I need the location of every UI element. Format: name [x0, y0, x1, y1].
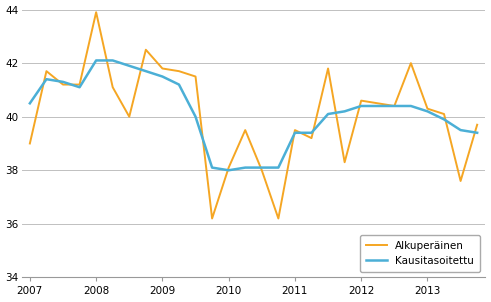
Alkuperäinen	[259, 169, 265, 172]
Alkuperäinen	[209, 217, 215, 220]
Alkuperäinen	[474, 123, 480, 127]
Kausitasoitettu	[408, 104, 414, 108]
Kausitasoitettu	[110, 59, 116, 62]
Kausitasoitettu	[375, 104, 381, 108]
Alkuperäinen	[441, 112, 447, 116]
Kausitasoitettu	[342, 110, 348, 113]
Alkuperäinen	[391, 104, 397, 108]
Alkuperäinen	[342, 160, 348, 164]
Kausitasoitettu	[160, 75, 165, 78]
Kausitasoitettu	[325, 112, 331, 116]
Legend: Alkuperäinen, Kausitasoitettu: Alkuperäinen, Kausitasoitettu	[360, 234, 480, 272]
Kausitasoitettu	[60, 80, 66, 84]
Kausitasoitettu	[441, 117, 447, 121]
Alkuperäinen	[44, 69, 50, 73]
Kausitasoitettu	[176, 83, 182, 86]
Kausitasoitettu	[27, 101, 33, 105]
Alkuperäinen	[110, 85, 116, 89]
Kausitasoitettu	[308, 131, 314, 135]
Alkuperäinen	[126, 115, 132, 118]
Kausitasoitettu	[93, 59, 99, 62]
Kausitasoitettu	[358, 104, 364, 108]
Kausitasoitettu	[292, 131, 298, 135]
Line: Kausitasoitettu: Kausitasoitettu	[30, 60, 477, 170]
Alkuperäinen	[458, 179, 464, 183]
Kausitasoitettu	[259, 166, 265, 169]
Kausitasoitettu	[242, 166, 248, 169]
Kausitasoitettu	[226, 169, 232, 172]
Kausitasoitettu	[143, 69, 149, 73]
Kausitasoitettu	[44, 77, 50, 81]
Kausitasoitettu	[209, 166, 215, 169]
Kausitasoitettu	[425, 110, 431, 113]
Alkuperäinen	[408, 61, 414, 65]
Alkuperäinen	[143, 48, 149, 52]
Line: Alkuperäinen: Alkuperäinen	[30, 12, 477, 218]
Kausitasoitettu	[275, 166, 281, 169]
Kausitasoitettu	[77, 85, 82, 89]
Kausitasoitettu	[458, 128, 464, 132]
Kausitasoitettu	[474, 131, 480, 135]
Alkuperäinen	[60, 83, 66, 86]
Alkuperäinen	[77, 83, 82, 86]
Alkuperäinen	[325, 67, 331, 70]
Alkuperäinen	[425, 107, 431, 111]
Alkuperäinen	[226, 166, 232, 169]
Alkuperäinen	[242, 128, 248, 132]
Alkuperäinen	[308, 136, 314, 140]
Alkuperäinen	[375, 101, 381, 105]
Kausitasoitettu	[126, 64, 132, 68]
Kausitasoitettu	[192, 115, 198, 118]
Alkuperäinen	[192, 75, 198, 78]
Alkuperäinen	[93, 11, 99, 14]
Alkuperäinen	[358, 99, 364, 102]
Alkuperäinen	[275, 217, 281, 220]
Alkuperäinen	[160, 67, 165, 70]
Alkuperäinen	[292, 128, 298, 132]
Alkuperäinen	[27, 142, 33, 145]
Kausitasoitettu	[391, 104, 397, 108]
Alkuperäinen	[176, 69, 182, 73]
